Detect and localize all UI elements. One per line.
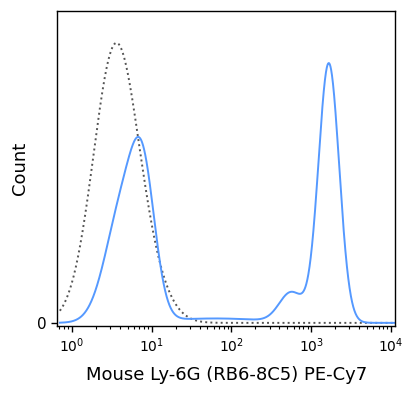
- X-axis label: Mouse Ly-6G (RB6-8C5) PE-Cy7: Mouse Ly-6G (RB6-8C5) PE-Cy7: [85, 366, 367, 384]
- Y-axis label: Count: Count: [11, 142, 29, 195]
